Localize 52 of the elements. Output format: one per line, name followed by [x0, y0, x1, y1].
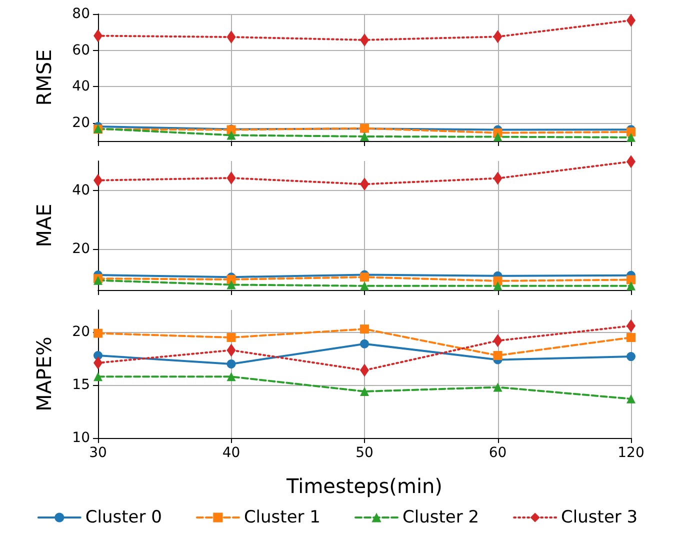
point [226, 280, 236, 290]
point [360, 272, 369, 282]
point [94, 328, 102, 338]
point [226, 359, 236, 368]
point [493, 382, 502, 392]
legend-label: Cluster 2 [402, 508, 480, 528]
point [493, 281, 502, 290]
point [360, 281, 369, 290]
point [226, 333, 236, 342]
point [360, 386, 369, 396]
y-tick-label: 15 [72, 377, 90, 394]
point [626, 333, 636, 342]
point [493, 30, 502, 44]
point [94, 372, 102, 382]
point [493, 172, 502, 185]
y-tick-label: 60 [72, 42, 90, 58]
point [226, 172, 236, 185]
y-axis-title: MAPE% [32, 336, 56, 412]
point [493, 132, 502, 142]
x-tick-label: 120 [618, 445, 644, 461]
point [360, 339, 369, 348]
point [626, 352, 636, 362]
x-axis-title: Timesteps(min) [286, 474, 442, 498]
point [626, 281, 636, 290]
y-tick-label: 40 [72, 182, 90, 198]
x-tick-label: 50 [356, 445, 374, 461]
legend-label: Cluster 0 [85, 508, 162, 528]
point [493, 350, 502, 360]
y-axis-title: MAE [32, 204, 56, 248]
y-tick-label: 40 [72, 78, 90, 95]
y-tick-label: 20 [72, 114, 90, 131]
x-tick-label: 30 [89, 445, 107, 461]
point [626, 132, 636, 142]
y-tick-label: 80 [72, 6, 90, 22]
legend-label: Cluster 3 [561, 508, 638, 528]
point [226, 372, 236, 382]
legend-label: Cluster 1 [244, 508, 321, 528]
y-axis-title: RMSE [32, 49, 56, 106]
y-tick-label: 10 [72, 430, 90, 446]
point [626, 394, 636, 404]
point [493, 276, 502, 286]
x-tick-label: 40 [222, 445, 240, 461]
x-tick-label: 60 [488, 445, 507, 461]
point [360, 132, 369, 141]
point [626, 275, 636, 284]
point [226, 130, 236, 140]
point [226, 344, 236, 357]
y-tick-label: 20 [72, 240, 90, 257]
point [360, 324, 369, 334]
point [226, 30, 236, 44]
point [493, 334, 502, 348]
y-tick-label: 20 [72, 324, 90, 340]
